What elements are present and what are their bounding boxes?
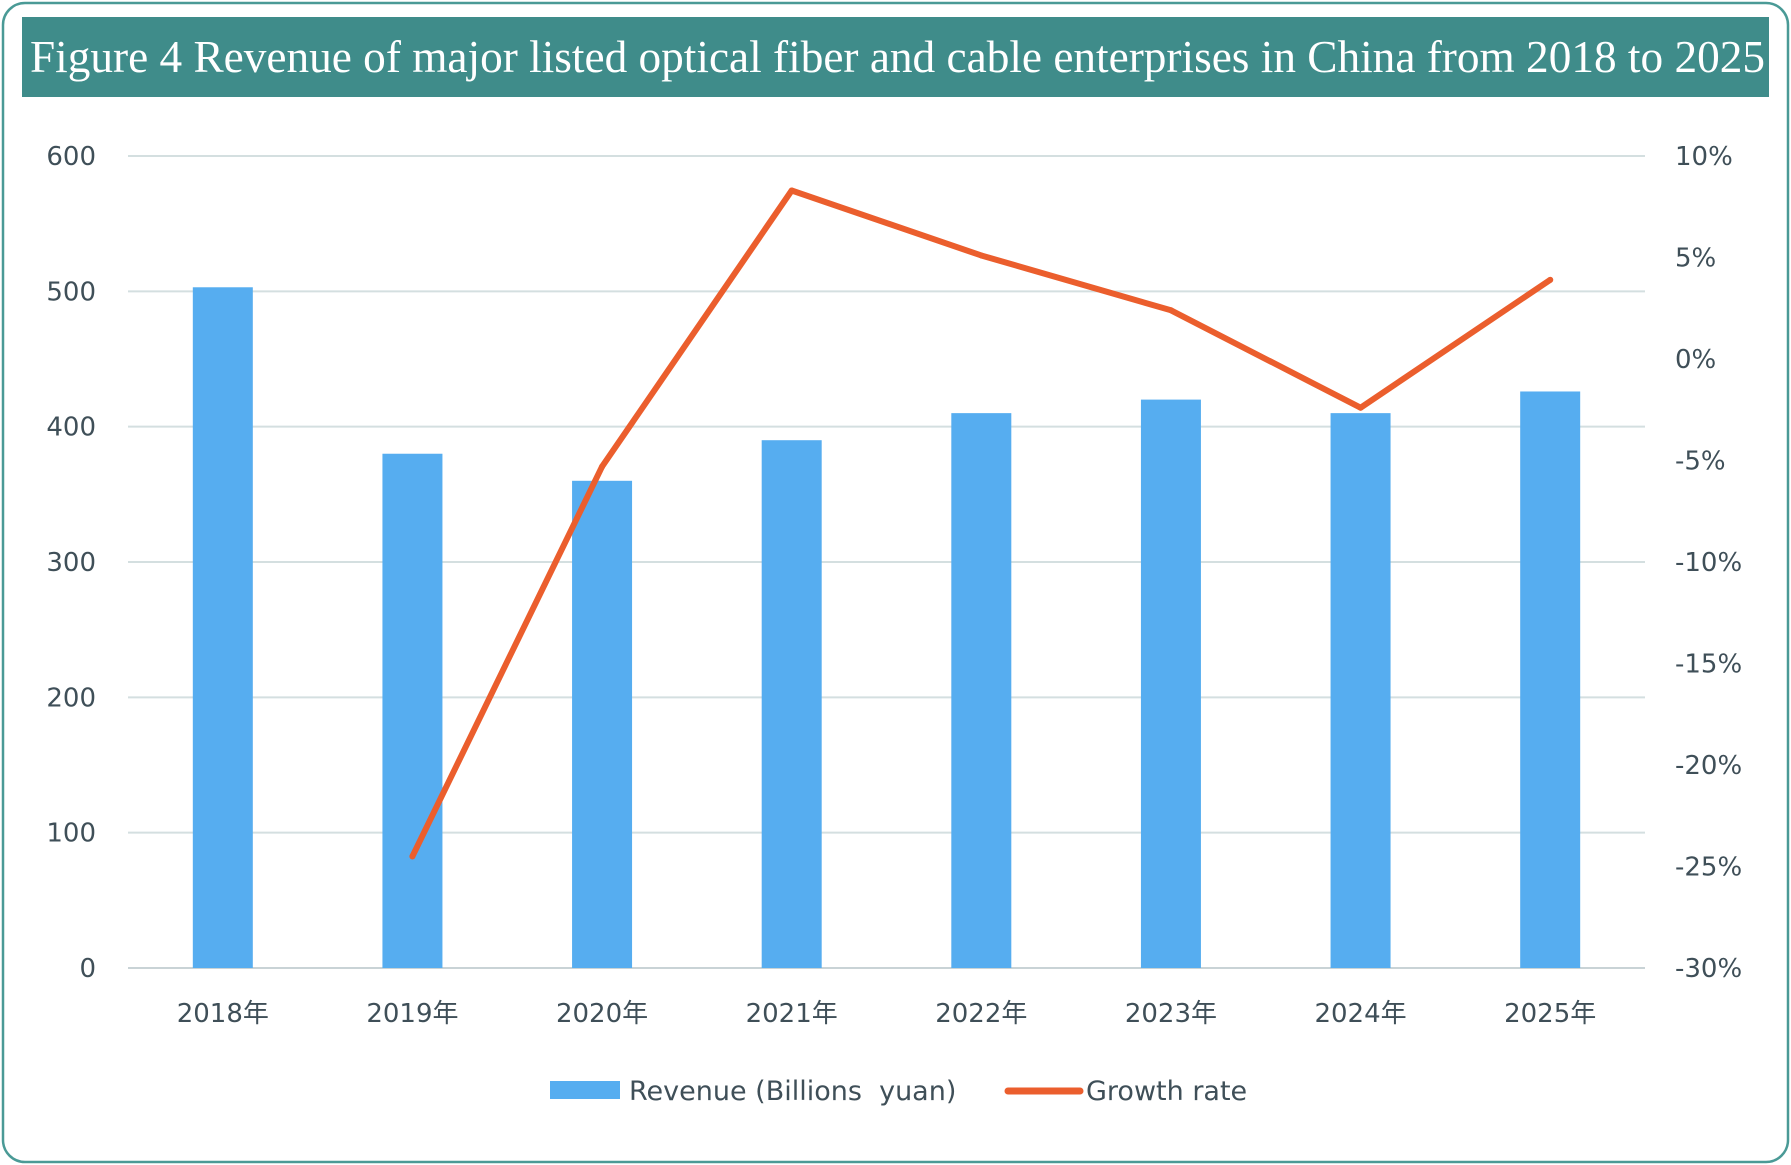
y-right-tick-label: -25% xyxy=(1675,853,1742,883)
y-right-tick-label: -10% xyxy=(1675,548,1742,578)
growth-rate-point xyxy=(599,463,606,470)
y-left-tick-label: 0 xyxy=(79,954,96,984)
y-left-tick-label: 500 xyxy=(46,277,96,307)
x-tick-label: 2025年 xyxy=(1504,999,1596,1029)
x-tick-label: 2018年 xyxy=(177,999,269,1029)
x-tick-label: 2022年 xyxy=(935,999,1027,1029)
bar-revenue xyxy=(761,440,822,968)
title-bar xyxy=(22,17,1769,97)
x-tick-label: 2024年 xyxy=(1314,999,1406,1029)
growth-rate-point xyxy=(1547,276,1554,283)
legend-swatch-revenue xyxy=(550,1081,620,1099)
bar-revenue xyxy=(192,287,253,969)
y-right-tick-label: 5% xyxy=(1675,244,1716,274)
x-tick-label: 2019年 xyxy=(366,999,458,1029)
x-tick-label: 2020年 xyxy=(556,999,648,1029)
growth-rate-point xyxy=(1167,307,1174,314)
y-right-tick-label: 0% xyxy=(1675,345,1716,375)
bar-revenue xyxy=(382,453,443,968)
x-tick-label: 2023年 xyxy=(1125,999,1217,1029)
legend-label-growth: Growth rate xyxy=(1086,1076,1247,1107)
y-left-tick-label: 100 xyxy=(46,819,96,849)
bar-revenue xyxy=(1330,413,1391,969)
bar-revenue xyxy=(572,480,633,968)
y-right-tick-label: -15% xyxy=(1675,650,1742,680)
bar-revenue xyxy=(1140,399,1201,969)
bar-revenue xyxy=(951,413,1012,969)
y-left-tick-label: 200 xyxy=(46,683,96,713)
y-right-tick-label: 10% xyxy=(1675,142,1733,172)
growth-rate-point xyxy=(1357,404,1364,411)
y-left-tick-label: 400 xyxy=(46,413,96,443)
bar-revenue xyxy=(1520,391,1581,969)
y-left-tick-label: 600 xyxy=(46,142,96,172)
y-right-tick-label: -20% xyxy=(1675,751,1742,781)
growth-rate-point xyxy=(409,853,416,860)
y-left-tick-label: 300 xyxy=(46,548,96,578)
legend-label-revenue: Revenue (Billions yuan) xyxy=(629,1076,956,1107)
legend: Revenue (Billions yuan) Growth rate xyxy=(550,1076,1247,1107)
chart-title: Figure 4 Revenue of major listed optical… xyxy=(30,31,1765,82)
x-tick-label: 2021年 xyxy=(746,999,838,1029)
growth-rate-point xyxy=(788,187,795,194)
y-right-tick-label: -5% xyxy=(1675,447,1726,477)
y-right-tick-label: -30% xyxy=(1675,954,1742,984)
growth-rate-point xyxy=(978,252,985,259)
